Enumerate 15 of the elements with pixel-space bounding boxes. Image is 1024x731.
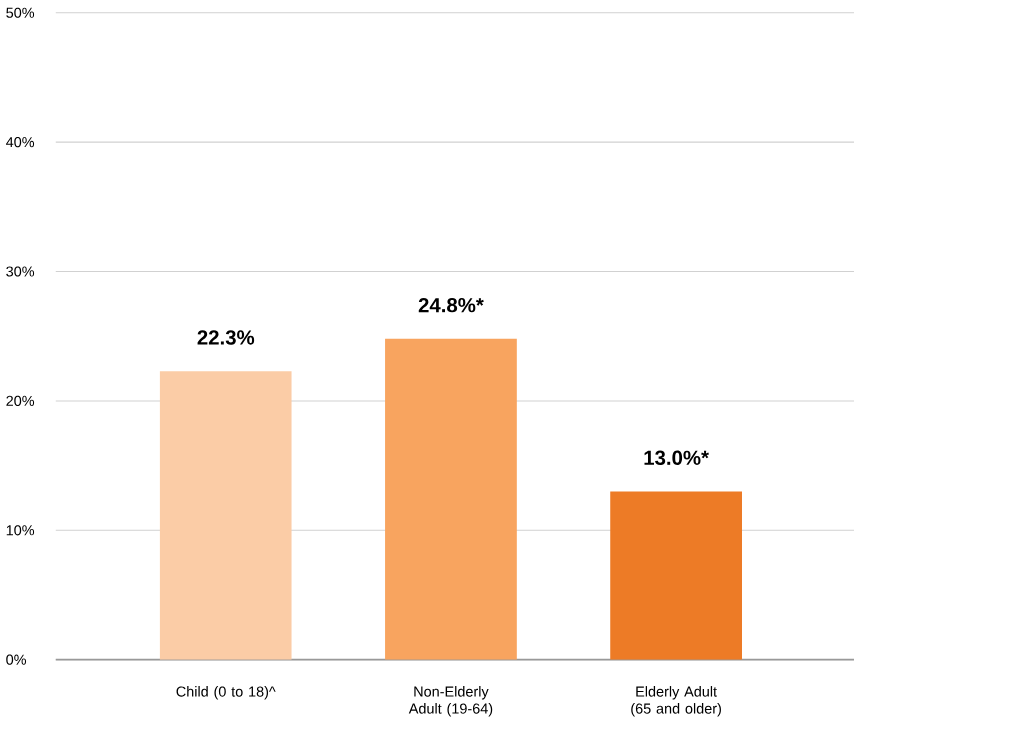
y-tick-label: 10% (6, 525, 35, 536)
y-tick-label: 30% (6, 266, 35, 277)
data-label: 22.3% (197, 330, 255, 345)
x-tick-label: Child (0 to 18)^ (176, 686, 276, 700)
data-label: 24.8%* (418, 297, 484, 313)
data-label: 13.0%* (644, 450, 709, 466)
y-tick-label: 50% (6, 7, 35, 18)
x-tick-label: Elderly Adult (65 and older) (631, 686, 721, 717)
bar (159, 371, 292, 660)
y-tick-label: 40% (5, 136, 35, 148)
bar (610, 491, 742, 660)
y-tick-label: 0% (6, 654, 27, 665)
bar (385, 338, 517, 660)
x-tick-label: Non-Elderly Adult (19-64) (408, 686, 493, 717)
y-tick-label: 20% (6, 395, 35, 406)
